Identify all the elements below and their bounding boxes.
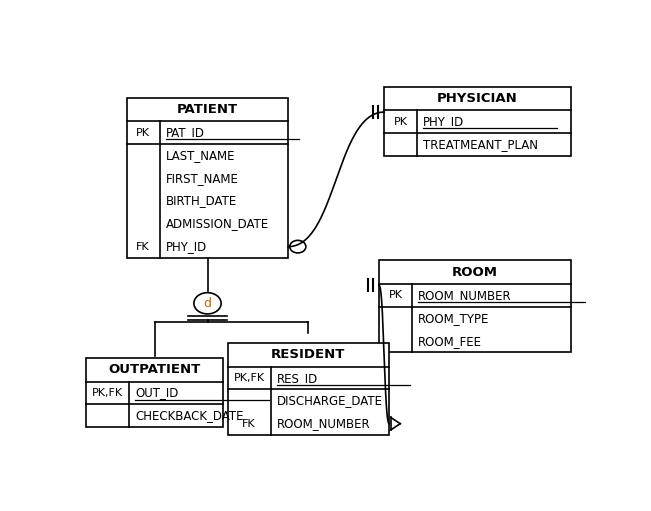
Text: LAST_NAME: LAST_NAME	[165, 149, 235, 162]
Text: ROOM_NUMBER: ROOM_NUMBER	[277, 417, 370, 430]
Text: PK: PK	[393, 117, 408, 127]
Text: ROOM_NUMBER: ROOM_NUMBER	[418, 289, 512, 302]
Text: PHYSICIAN: PHYSICIAN	[437, 92, 518, 105]
Text: PK,FK: PK,FK	[92, 388, 124, 398]
Bar	[228, 343, 389, 435]
Bar	[384, 86, 571, 156]
Text: FK: FK	[242, 419, 256, 429]
Text: PK: PK	[136, 128, 150, 137]
Text: PATIENT: PATIENT	[177, 103, 238, 116]
Text: PHY_ID: PHY_ID	[165, 240, 207, 253]
Bar	[87, 358, 223, 427]
Text: PAT_ID: PAT_ID	[165, 126, 204, 139]
Text: PK: PK	[389, 290, 402, 300]
Text: RES_ID: RES_ID	[277, 371, 318, 385]
Text: ROOM_FEE: ROOM_FEE	[418, 335, 482, 347]
Text: PK,FK: PK,FK	[234, 373, 265, 383]
Text: d: d	[204, 297, 212, 310]
Text: FK: FK	[136, 242, 150, 251]
Text: PHY_ID: PHY_ID	[423, 115, 464, 128]
Text: ROOM_TYPE: ROOM_TYPE	[418, 312, 490, 325]
Text: TREATMEANT_PLAN: TREATMEANT_PLAN	[423, 138, 538, 151]
Text: BIRTH_DATE: BIRTH_DATE	[165, 195, 237, 207]
Text: ADMISSION_DATE: ADMISSION_DATE	[165, 217, 269, 230]
Text: RESIDENT: RESIDENT	[271, 349, 346, 361]
Bar	[127, 98, 288, 258]
Bar	[379, 261, 571, 353]
Text: ROOM: ROOM	[452, 266, 498, 278]
Text: OUT_ID: OUT_ID	[135, 386, 179, 400]
Text: DISCHARGE_DATE: DISCHARGE_DATE	[277, 394, 383, 407]
Text: CHECKBACK_DATE: CHECKBACK_DATE	[135, 409, 244, 422]
Text: OUTPATIENT: OUTPATIENT	[109, 363, 201, 376]
Text: FIRST_NAME: FIRST_NAME	[165, 172, 238, 184]
